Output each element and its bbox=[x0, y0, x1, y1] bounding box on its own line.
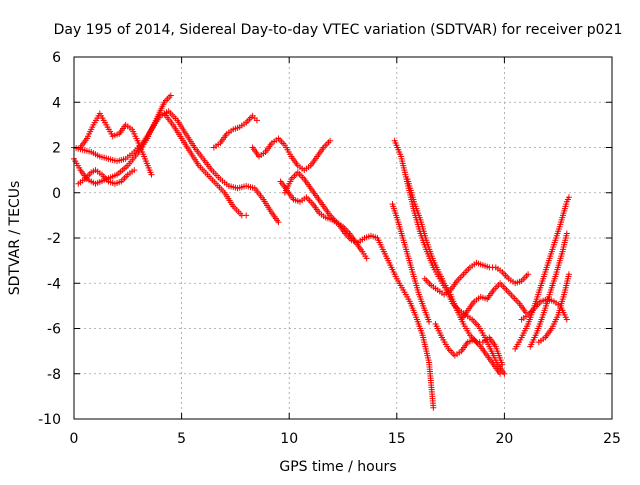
data-series bbox=[210, 112, 260, 151]
y-tick-label: -6 bbox=[47, 322, 61, 338]
y-axis-label: SDTVAR / TECUs bbox=[7, 181, 23, 296]
data-point bbox=[565, 194, 572, 201]
data-points bbox=[71, 92, 572, 411]
data-point bbox=[148, 171, 155, 178]
chart-title: Day 195 of 2014, Sidereal Day-to-day VTE… bbox=[54, 22, 623, 38]
data-series bbox=[458, 280, 529, 323]
x-tick-label: 10 bbox=[280, 431, 298, 447]
data-point bbox=[497, 370, 504, 377]
x-axis-label: GPS time / hours bbox=[279, 459, 396, 475]
data-series bbox=[161, 110, 250, 219]
data-point bbox=[565, 271, 572, 278]
x-tick-label: 0 bbox=[70, 431, 79, 447]
data-series bbox=[535, 271, 572, 346]
data-series bbox=[421, 259, 532, 298]
y-tick-label: 6 bbox=[52, 50, 61, 66]
data-series bbox=[432, 320, 504, 377]
y-tick-label: 4 bbox=[52, 95, 61, 111]
data-point bbox=[563, 316, 570, 323]
data-point bbox=[131, 167, 138, 174]
data-point bbox=[167, 92, 174, 99]
data-point bbox=[243, 212, 250, 219]
data-point bbox=[525, 271, 532, 278]
data-series bbox=[404, 176, 506, 368]
data-point bbox=[327, 137, 334, 144]
x-tick-label: 5 bbox=[177, 431, 186, 447]
y-tick-label: -4 bbox=[47, 276, 61, 292]
data-series bbox=[71, 108, 282, 226]
data-point bbox=[499, 361, 506, 368]
data-series bbox=[75, 167, 138, 187]
data-series bbox=[277, 178, 437, 411]
data-series bbox=[389, 201, 433, 325]
data-series bbox=[512, 194, 572, 352]
y-tick-label: -8 bbox=[47, 367, 61, 383]
data-point bbox=[253, 117, 260, 124]
y-tick-label: 0 bbox=[52, 186, 61, 202]
x-tick-label: 20 bbox=[495, 431, 513, 447]
data-series bbox=[249, 135, 334, 174]
x-tick-label: 15 bbox=[388, 431, 406, 447]
data-series bbox=[527, 230, 570, 350]
y-tick-label: -10 bbox=[38, 412, 61, 428]
data-point bbox=[430, 404, 437, 411]
y-tick-label: -2 bbox=[47, 231, 61, 247]
y-tick-label: 2 bbox=[52, 141, 61, 157]
data-point bbox=[275, 219, 282, 226]
grid-lines bbox=[74, 57, 612, 419]
x-tick-label: 25 bbox=[603, 431, 621, 447]
data-point bbox=[363, 255, 370, 262]
data-series bbox=[71, 92, 174, 187]
data-point bbox=[426, 318, 433, 325]
axis-ticks: 0 5 10 15 20 25 -10 -8 -6 -4 -2 0 2 4 6 bbox=[38, 50, 621, 447]
data-point bbox=[563, 230, 570, 237]
data-series bbox=[77, 110, 155, 178]
